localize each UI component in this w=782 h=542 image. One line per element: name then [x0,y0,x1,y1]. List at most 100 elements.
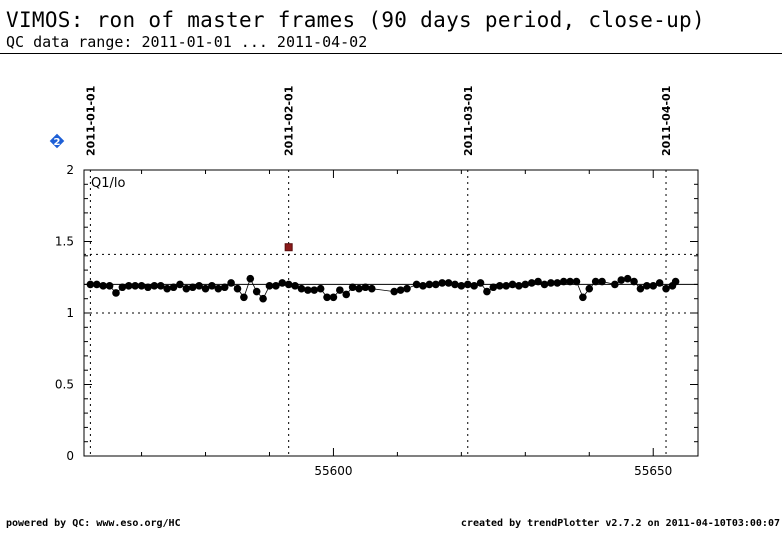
data-point [86,280,95,289]
data-point [105,282,114,290]
data-point [403,284,411,293]
date-marker-label: 2011-02-01 [283,86,296,156]
data-point [495,282,504,290]
data-point [291,282,299,290]
outlier-point [284,243,293,252]
data-point [176,280,184,289]
data-point [649,282,658,290]
data-point [92,280,101,289]
data-point [227,279,235,287]
data-point [124,282,133,290]
data-point [396,286,405,294]
data-point [118,283,127,292]
chart-title: VIMOS: ron of master frames (90 days per… [6,8,705,32]
data-point [265,282,274,290]
data-point [463,280,472,289]
data-point [323,293,331,302]
data-point [476,279,485,287]
data-point [508,280,517,289]
footer-created-by: created by trendPlotter v2.7.2 on 2011-0… [460,518,780,529]
data-point [671,277,680,286]
data-point [348,283,357,292]
footer-powered-by: powered by QC: www.eso.org/HC [6,518,181,529]
data-point [502,282,510,290]
data-point [470,282,478,290]
data-point [591,277,600,286]
data-point [150,282,159,290]
data-point [483,287,491,296]
data-point [438,279,446,287]
data-point [310,286,319,294]
data-point [233,284,242,293]
data-point [444,279,453,287]
data-point [534,277,542,286]
data-point [329,293,338,302]
y-tick-label: 1.5 [55,235,74,249]
data-point [412,280,421,289]
data-point [272,282,280,290]
data-point [390,287,398,296]
data-point [617,276,626,284]
data-point [431,280,440,289]
data-point [259,294,267,303]
data-point [527,279,536,287]
data-point [214,284,223,293]
data-point [457,282,466,290]
data-point [304,286,312,294]
data-point [188,283,197,292]
data-point [195,282,203,290]
chart-subtitle: QC data range: 2011-01-01 ... 2011-04-02 [6,33,368,51]
x-tick-label: 55600 [314,464,352,478]
data-point [566,277,574,286]
data-point [553,279,562,287]
data-point [425,280,434,289]
data-point [252,287,261,296]
data-point [521,280,530,289]
badge-label: 2 [54,137,61,148]
data-point [585,284,594,293]
data-point [278,279,287,287]
data-point [419,282,427,290]
data-point [336,286,344,294]
data-point [655,279,664,287]
date-marker-label: 2011-03-01 [462,86,475,156]
data-point [598,277,606,286]
data-point [220,283,229,292]
data-point [131,282,139,290]
y-tick-label: 2 [66,163,74,177]
data-point [297,284,306,293]
data-point [559,277,568,286]
data-point [636,284,645,293]
data-point [489,283,498,292]
data-point [611,280,619,289]
data-point [361,283,370,292]
data-point [156,282,165,290]
data-point [99,282,107,290]
data-point [169,283,178,292]
data-point [515,282,523,290]
data-point [451,280,459,289]
data-point [284,280,293,289]
data-point [572,277,581,286]
date-marker-label: 2011-04-01 [660,86,673,156]
data-point [540,280,549,289]
data-point [163,284,171,293]
data-point [643,282,651,290]
data-point [208,282,216,290]
data-point [201,284,210,293]
y-tick-label: 0 [66,449,74,463]
y-tick-label: 1 [66,306,74,320]
panel-label: Q1/lo [91,176,125,191]
date-marker-label: 2011-01-01 [84,86,97,156]
data-point [662,284,670,293]
data-point [355,284,363,293]
diamond-2-icon[interactable]: 2 [48,132,66,150]
data-point [630,277,638,286]
data-point [316,284,325,293]
data-point [240,293,248,302]
data-point [246,274,255,283]
data-point [144,283,152,292]
data-point [368,284,376,293]
data-point [137,282,146,290]
